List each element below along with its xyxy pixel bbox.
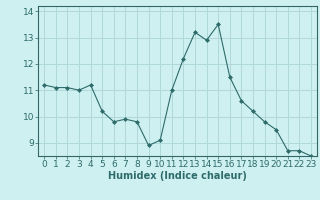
X-axis label: Humidex (Indice chaleur): Humidex (Indice chaleur) <box>108 171 247 181</box>
